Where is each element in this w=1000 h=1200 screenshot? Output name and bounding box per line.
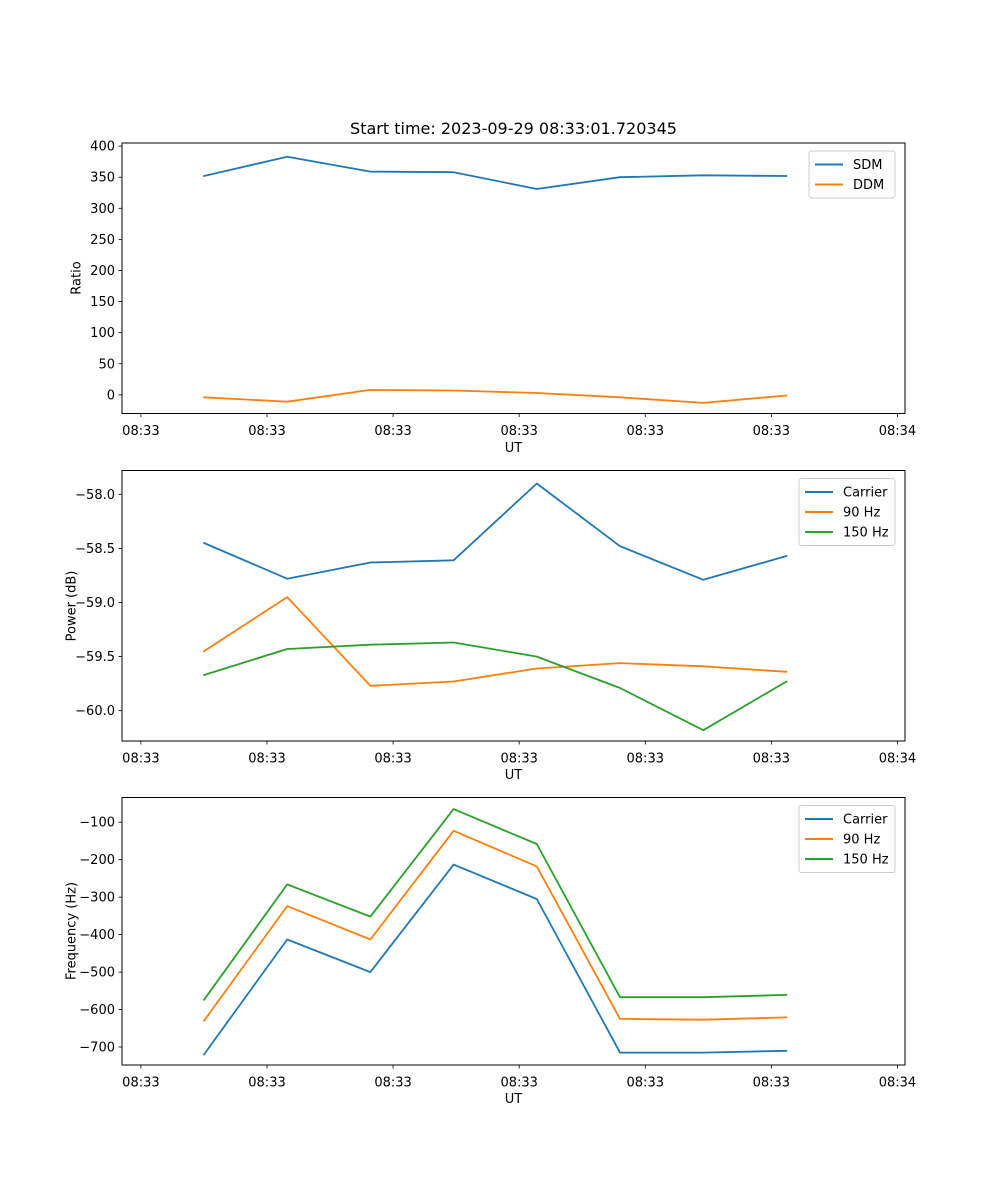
x-axis-label-ut-bottom: UT — [504, 1092, 523, 1107]
x-tick-label: 08:33 — [374, 1076, 411, 1091]
x-tick-label: 08:33 — [627, 1076, 664, 1091]
y-tick-label: −200 — [79, 853, 115, 868]
series-line-90-hz — [203, 829, 788, 1022]
x-tick-label: 08:33 — [374, 424, 411, 439]
x-tick-label: 08:34 — [879, 424, 916, 439]
y-tick-label: −300 — [79, 891, 115, 906]
axes-frame — [121, 470, 906, 742]
x-tick-label: 08:33 — [500, 424, 537, 439]
axes-power: 08:33 08:33 08:33 08:33 08:33 08:33 08:34 −58.0… — [75, 470, 916, 767]
y-tick-label: −600 — [79, 1003, 115, 1018]
y-tick-label: 0 — [107, 388, 115, 403]
y-axis-label-frequency: Frequency (Hz) — [64, 881, 80, 981]
legend-label-150-hz: 150 Hz — [843, 526, 889, 541]
x-tick-label: 08:33 — [122, 424, 159, 439]
legend-label-carrier: Carrier — [843, 813, 888, 828]
y-tick-label: −59.5 — [75, 650, 115, 665]
y-tick-label: −60.0 — [75, 704, 115, 719]
y-axis-label-power: Power (dB) — [64, 570, 80, 642]
axes-ratio: 08:33 08:33 08:33 08:33 08:33 08:33 08:34 0 50 10… — [90, 140, 916, 439]
y-tick-label: −700 — [79, 1041, 115, 1056]
y-tick-label: 150 — [90, 295, 115, 310]
y-tick-label: 50 — [98, 357, 115, 372]
legend-label-sdm: SDM — [853, 158, 882, 173]
x-tick-label: 08:34 — [879, 752, 916, 767]
axes-frame — [121, 797, 906, 1066]
legend-box — [798, 805, 896, 873]
legend-label-ddm: DDM — [853, 178, 884, 193]
x-tick-label: 08:33 — [627, 752, 664, 767]
x-tick-label: 08:33 — [248, 1076, 285, 1091]
x-axis-label-ut-top: UT — [504, 441, 523, 456]
y-tick-label: 350 — [90, 171, 115, 186]
x-tick-label: 08:33 — [122, 1076, 159, 1091]
x-tick-label: 08:33 — [122, 752, 159, 767]
y-axis-label-ratio: Ratio — [69, 261, 85, 295]
y-tick-label: −500 — [79, 966, 115, 981]
legend-label-90-hz: 90 Hz — [843, 506, 880, 521]
legend-label-carrier: Carrier — [843, 486, 888, 501]
x-tick-label: 08:33 — [374, 752, 411, 767]
series-line-sdm — [203, 155, 788, 190]
axes-frequency: 08:33 08:33 08:33 08:33 08:33 08:33 08:34 −100 −… — [79, 797, 916, 1091]
legend-label-90-hz: 90 Hz — [843, 833, 880, 848]
y-tick-label: −59.0 — [75, 596, 115, 611]
x-tick-label: 08:34 — [879, 1076, 916, 1091]
y-tick-label: −400 — [79, 928, 115, 943]
x-axis-label-ut-middle: UT — [504, 768, 523, 783]
x-tick-label: 08:33 — [500, 1076, 537, 1091]
x-tick-label: 08:33 — [753, 1076, 790, 1091]
x-tick-label: 08:33 — [753, 752, 790, 767]
series-line-150-hz — [203, 641, 788, 732]
series-line-90-hz — [203, 596, 788, 687]
y-tick-label: 300 — [90, 202, 115, 217]
legend-label-150-hz: 150 Hz — [843, 853, 889, 868]
y-tick-label: −58.5 — [75, 542, 115, 557]
legend-box — [808, 150, 896, 199]
y-tick-label: 250 — [90, 233, 115, 248]
legend-box — [798, 478, 896, 546]
y-tick-label: 400 — [90, 140, 115, 155]
x-tick-label: 08:33 — [500, 752, 537, 767]
y-tick-label: −100 — [79, 816, 115, 831]
axes-frame — [121, 142, 906, 414]
series-line-ddm — [203, 388, 788, 404]
y-tick-label: 200 — [90, 264, 115, 279]
series-line-150-hz — [203, 808, 788, 1001]
x-tick-label: 08:33 — [248, 752, 285, 767]
x-tick-label: 08:33 — [248, 424, 285, 439]
y-tick-label: 100 — [90, 326, 115, 341]
figure-title: Start time: 2023-09-29 08:33:01.720345 — [350, 119, 677, 138]
series-line-carrier — [203, 482, 788, 581]
x-tick-label: 08:33 — [627, 424, 664, 439]
x-tick-label: 08:33 — [753, 424, 790, 439]
y-tick-label: −58.0 — [75, 488, 115, 503]
series-line-carrier — [203, 863, 788, 1056]
